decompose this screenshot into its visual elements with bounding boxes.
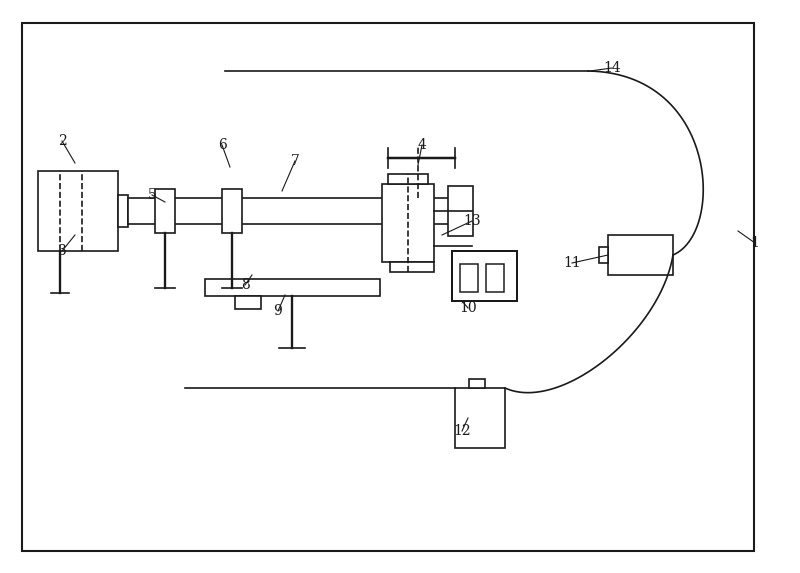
Bar xyxy=(155,189,175,233)
Text: 2: 2 xyxy=(58,134,66,148)
Bar xyxy=(38,171,118,251)
Bar xyxy=(455,388,505,448)
Text: 14: 14 xyxy=(603,61,621,75)
Text: 6: 6 xyxy=(218,138,226,152)
Text: 13: 13 xyxy=(463,214,481,228)
Text: 7: 7 xyxy=(290,154,299,168)
Bar xyxy=(469,379,485,388)
Bar xyxy=(390,262,434,272)
Text: 12: 12 xyxy=(453,424,471,438)
Bar xyxy=(382,184,434,262)
Text: 5: 5 xyxy=(148,188,156,202)
Bar xyxy=(608,235,673,275)
Text: 4: 4 xyxy=(418,138,426,152)
Bar xyxy=(235,296,261,309)
Text: 3: 3 xyxy=(58,244,66,258)
Text: 8: 8 xyxy=(241,278,250,292)
Text: 10: 10 xyxy=(459,301,477,315)
Text: 9: 9 xyxy=(274,304,282,318)
Bar xyxy=(128,198,455,224)
Text: 11: 11 xyxy=(563,256,581,270)
Bar xyxy=(118,195,128,227)
Bar xyxy=(599,247,608,263)
Bar xyxy=(452,251,517,301)
Bar xyxy=(460,264,478,292)
Bar xyxy=(388,174,428,184)
Bar xyxy=(448,186,473,236)
Bar xyxy=(486,264,504,292)
Bar xyxy=(205,279,380,296)
Bar xyxy=(222,189,242,233)
Text: 1: 1 xyxy=(750,236,759,250)
